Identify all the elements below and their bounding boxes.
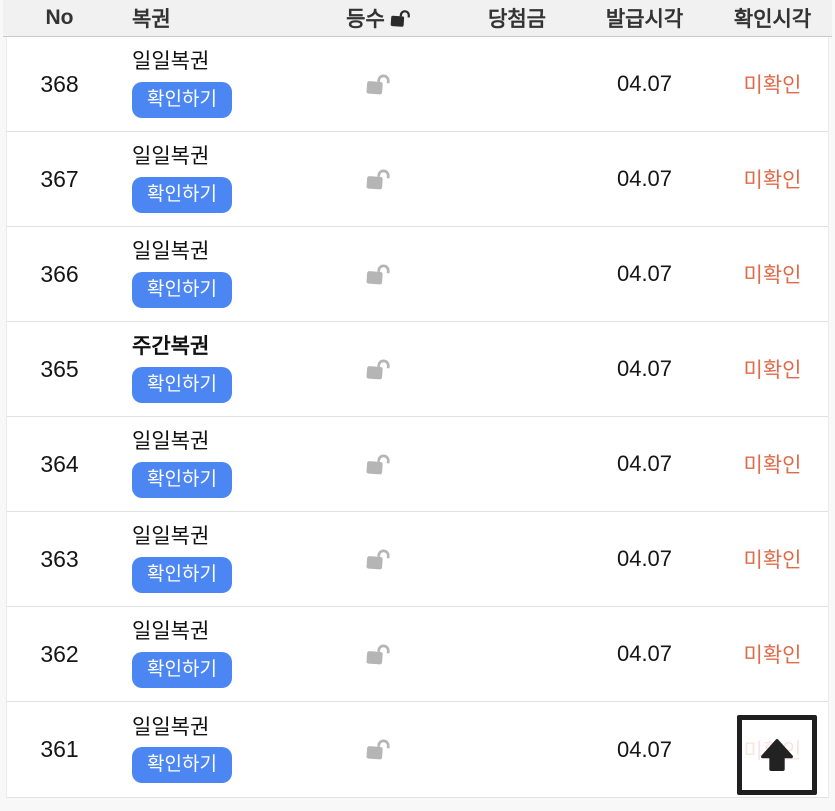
lottery-name: 일일복권	[132, 715, 210, 739]
unlock-icon	[366, 263, 393, 286]
row-number: 366	[40, 260, 79, 287]
unlock-icon	[366, 643, 393, 666]
table-row: 364 일일복권 확인하기 04.07 미확인	[7, 417, 828, 512]
checked-status: 미확인	[743, 169, 802, 192]
rank-cell	[297, 263, 462, 286]
scroll-to-top-button[interactable]	[737, 715, 817, 795]
table-row: 362 일일복권 확인하기 04.07 미확인	[7, 607, 828, 702]
table-row: 363 일일복권 확인하기 04.07 미확인	[7, 512, 828, 607]
col-header-checked: 확인시각	[733, 8, 812, 31]
lottery-name: 일일복권	[132, 430, 210, 454]
table-row: 367 일일복권 확인하기 04.07 미확인	[7, 132, 828, 227]
unlock-icon	[366, 738, 393, 761]
col-header-prize: 당첨금	[488, 8, 546, 31]
table-header: No 복권 등수 당첨금 발급시각 확인시각	[3, 0, 832, 37]
table-row: 368 일일복권 확인하기 04.07 미확인	[7, 37, 828, 132]
issued-time: 04.07	[616, 451, 673, 476]
col-header-rank-label: 등수	[346, 8, 385, 31]
check-button[interactable]: 확인하기	[132, 461, 232, 498]
checked-status: 미확인	[743, 644, 802, 667]
rank-cell	[297, 643, 462, 666]
issued-time: 04.07	[616, 546, 673, 571]
lottery-name: 일일복권	[132, 50, 210, 74]
col-header-lottery: 복권	[132, 8, 171, 31]
lottery-cell: 일일복권 확인하기	[112, 715, 297, 784]
checked-status: 미확인	[743, 359, 802, 382]
lottery-cell: 일일복권 확인하기	[112, 430, 297, 498]
rank-cell	[297, 73, 462, 96]
lottery-name: 일일복권	[132, 145, 210, 169]
unlock-icon	[366, 168, 393, 191]
row-number: 368	[40, 70, 79, 97]
unlock-icon	[366, 73, 393, 96]
check-button[interactable]: 확인하기	[132, 366, 232, 403]
table-body: 368 일일복권 확인하기 04.07 미확인 367 일일복권 확인하기	[6, 37, 829, 798]
unlock-icon	[366, 358, 393, 381]
issued-time: 04.07	[616, 261, 673, 286]
row-number: 362	[40, 640, 79, 667]
lottery-name: 주간복권	[132, 335, 210, 359]
check-button[interactable]: 확인하기	[132, 81, 232, 118]
rank-cell	[297, 453, 462, 476]
table-row: 361 일일복권 확인하기 04.07 미확인	[7, 702, 828, 797]
rank-cell	[297, 168, 462, 191]
rank-cell	[297, 358, 462, 381]
lottery-name: 일일복권	[132, 525, 210, 549]
lottery-cell: 일일복권 확인하기	[112, 620, 297, 688]
check-button[interactable]: 확인하기	[132, 747, 232, 784]
row-number: 367	[40, 165, 79, 192]
col-header-rank: 등수	[297, 3, 462, 33]
col-header-no: No	[45, 6, 74, 29]
unlock-icon	[390, 9, 413, 28]
checked-status: 미확인	[743, 549, 802, 572]
unlock-icon	[366, 453, 393, 476]
issued-time: 04.07	[616, 641, 673, 666]
checked-status: 미확인	[743, 74, 802, 97]
issued-time: 04.07	[616, 356, 673, 381]
rank-cell	[297, 738, 462, 761]
lottery-cell: 일일복권 확인하기	[112, 240, 297, 308]
rank-cell	[297, 548, 462, 571]
lottery-cell: 일일복권 확인하기	[112, 50, 297, 118]
checked-status: 미확인	[743, 454, 802, 477]
unlock-icon	[366, 548, 393, 571]
check-button[interactable]: 확인하기	[132, 176, 232, 213]
arrow-up-icon	[755, 733, 799, 777]
lottery-name: 일일복권	[132, 620, 210, 644]
checked-status: 미확인	[743, 264, 802, 287]
col-header-issued: 발급시각	[605, 8, 684, 31]
row-number: 365	[40, 355, 79, 382]
row-number: 361	[40, 736, 79, 762]
check-button[interactable]: 확인하기	[132, 271, 232, 308]
table-row: 365 주간복권 확인하기 04.07 미확인	[7, 322, 828, 417]
row-number: 364	[40, 450, 79, 477]
lottery-cell: 주간복권 확인하기	[112, 335, 297, 403]
lottery-name: 일일복권	[132, 240, 210, 264]
row-number: 363	[40, 545, 79, 572]
lottery-cell: 일일복권 확인하기	[112, 525, 297, 593]
issued-time: 04.07	[616, 166, 673, 191]
issued-time: 04.07	[616, 736, 673, 762]
check-button[interactable]: 확인하기	[132, 556, 232, 593]
lottery-cell: 일일복권 확인하기	[112, 145, 297, 213]
issued-time: 04.07	[616, 71, 673, 96]
check-button[interactable]: 확인하기	[132, 651, 232, 688]
table-row: 366 일일복권 확인하기 04.07 미확인	[7, 227, 828, 322]
